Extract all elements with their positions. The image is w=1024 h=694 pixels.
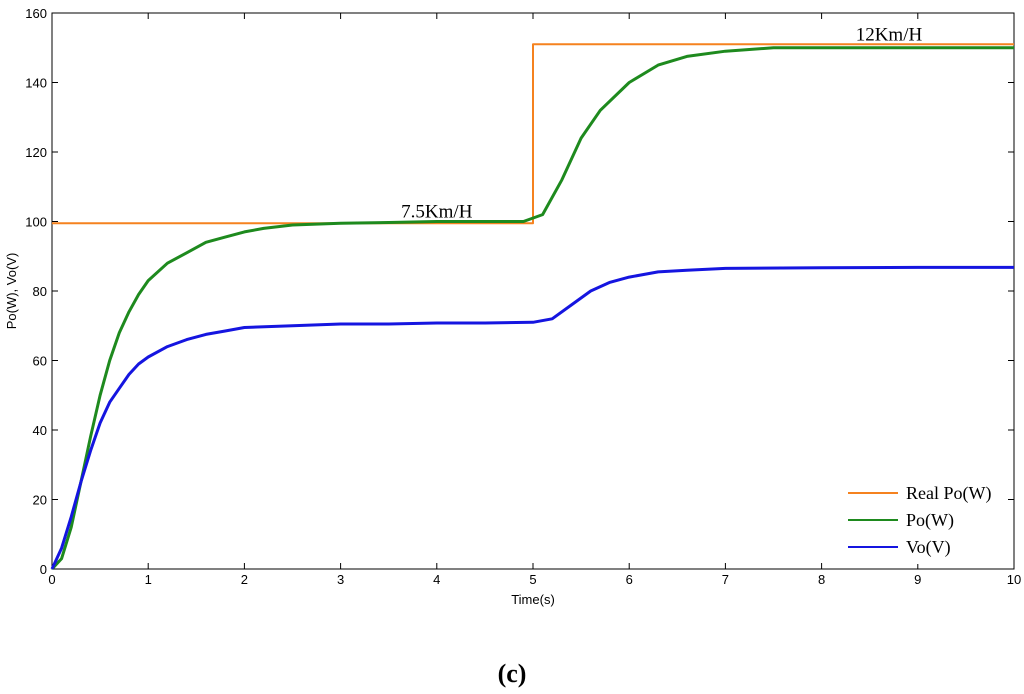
x-tick-label: 9	[914, 572, 921, 587]
y-tick-label: 20	[33, 493, 47, 508]
legend: Real Po(W) Po(W) Vo(V)	[843, 478, 1003, 564]
y-tick-label: 60	[33, 354, 47, 369]
x-tick-label: 7	[722, 572, 729, 587]
x-tick-label: 10	[1007, 572, 1021, 587]
series-lines	[50, 43, 1014, 571]
legend-label-real-po-w: Real Po(W)	[906, 483, 991, 504]
y-tick-label: 160	[25, 6, 47, 21]
x-tick-label: 2	[241, 572, 248, 587]
annotation-label: 7.5Km/H	[401, 202, 473, 223]
series-line-real-po-w	[52, 43, 1014, 225]
y-axis-label: Po(W), Vo(V)	[4, 253, 19, 330]
x-tick-label: 8	[818, 572, 825, 587]
series-line-vo-v	[50, 265, 1014, 570]
x-tick-label: 3	[337, 572, 344, 587]
y-tick-label: 100	[25, 215, 47, 230]
y-tick-label: 140	[25, 76, 47, 91]
x-axis-label: Time(s)	[511, 592, 555, 607]
legend-label-po-w: Po(W)	[906, 510, 954, 531]
annotation-label: 12Km/H	[856, 24, 923, 45]
x-tick-label: 1	[145, 572, 152, 587]
annotations: 7.5Km/H 12Km/H	[401, 24, 922, 222]
series-line-po-w	[50, 46, 1014, 571]
legend-label-vo-v: Vo(V)	[906, 537, 951, 558]
y-tick-label: 40	[33, 423, 47, 438]
y-tick-label: 120	[25, 145, 47, 160]
x-tick-label: 0	[48, 572, 55, 587]
figure-caption: (c)	[498, 659, 527, 688]
x-tick-label: 6	[626, 572, 633, 587]
x-tick-label: 4	[433, 572, 440, 587]
y-tick-label: 80	[33, 284, 47, 299]
y-tick-label: 0	[40, 562, 47, 577]
x-tick-label: 5	[529, 572, 536, 587]
